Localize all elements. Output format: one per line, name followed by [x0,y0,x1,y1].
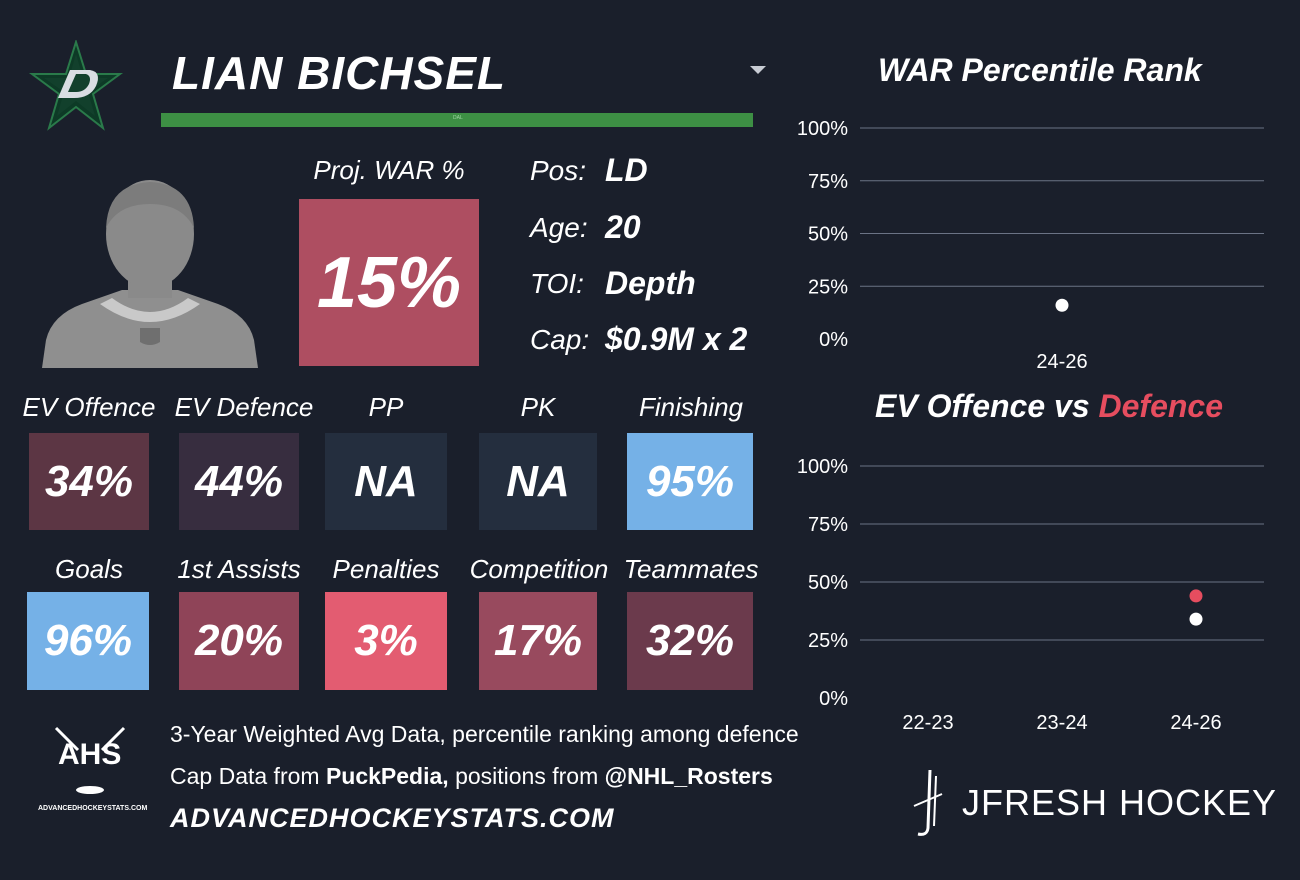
team-bar [161,113,753,127]
first-assists-tile: 20% [179,592,299,690]
proj-war-tile: 15% [299,199,479,366]
proj-war-label: Proj. WAR % [313,155,465,185]
pk-label: PK [520,392,556,422]
war-percentile-chart: 100% 75% 50% 25% 0% 24-26 [797,118,1264,373]
footnote-positions: positions from [448,763,605,789]
jfresh-logo [906,768,946,838]
pp-label: PP [368,392,404,422]
competition-label: Competition [469,554,609,584]
ev-chart-title-defence: Defence [1098,388,1224,424]
ev-defence-tile: 44% [179,433,299,530]
goals-label: Goals [55,554,123,584]
war-chart-ytick-label: 0% [819,329,848,351]
player-silhouette [42,180,258,368]
war-chart-xtick-label: 24-26 [1036,351,1087,373]
toi-value: Depth [605,265,696,301]
player-select-dropdown[interactable] [750,66,766,74]
ev-chart-data-point [1189,589,1203,603]
war-chart-ytick-label: 50% [808,224,848,246]
penalties-tile: 3% [325,592,447,690]
ev-defence-label: EV Defence [174,392,314,422]
ahs-logo [38,724,142,820]
ev-chart-ytick-label: 0% [819,688,848,710]
ev-offence-label: EV Offence [22,392,156,422]
war-chart-title: WAR Percentile Rank [878,52,1202,88]
ev-chart-ytick-label: 100% [797,456,848,478]
cap-value: $0.9M x 2 [605,321,748,357]
ev-offence-defence-chart: 100% 75% 50% 25% 0% 22-23 23-24 24-26 [797,456,1264,734]
ahs-logo-subtext: ADVANCEDHOCKEYSTATS.COM [38,805,148,812]
puckpedia-link[interactable]: PuckPedia, [325,763,449,789]
pos-label: Pos: [530,155,587,186]
pk-tile: NA [479,433,597,530]
ev-chart-xtick-label: 24-26 [1170,712,1221,734]
pos-value: LD [605,152,648,188]
footnote-cap-prefix: Cap Data from [170,763,326,789]
war-chart-ytick-label: 75% [808,171,848,193]
footnote-data: 3-Year Weighted Avg Data, percentile ran… [170,721,799,747]
team-bar-label: DAL [453,115,463,121]
ev-chart-ytick-label: 75% [808,514,848,536]
footnote-sources: Cap Data from PuckPedia, positions from … [170,763,773,790]
pp-tile: NA [325,433,447,530]
finishing-label: Finishing [638,392,744,422]
ev-offence-tile: 34% [29,433,149,530]
war-chart-ytick-label: 100% [797,118,848,140]
toi-label: TOI: [530,268,584,299]
ev-chart-title-offence: EV Offence vs [875,388,1099,424]
age-value: 20 [605,209,641,245]
ahs-logo-text: AHS [58,738,122,771]
nhl-rosters-handle[interactable]: @NHL_Rosters [604,763,773,789]
finishing-tile: 95% [627,433,753,530]
ev-chart-ytick-label: 25% [808,630,848,652]
ev-chart-xtick-label: 22-23 [902,712,953,734]
competition-tile: 17% [479,592,597,690]
teammates-label: Teammates [623,554,759,584]
cap-label: Cap: [530,324,590,355]
ev-chart-xtick-label: 23-24 [1036,712,1087,734]
ev-chart-ytick-label: 50% [808,572,848,594]
war-chart-ytick-label: 25% [808,276,848,298]
goals-tile: 96% [27,592,149,690]
ev-chart-title: EV Offence vs Defence [875,388,1223,425]
proj-war-value: 15% [316,242,462,323]
ev-chart-data-point [1189,612,1203,626]
website-link[interactable]: ADVANCEDHOCKEYSTATS.COM [170,803,615,833]
jfresh-hockey-brand: JFRESH HOCKEY [962,782,1278,823]
team-logo [28,38,124,132]
penalties-label: Penalties [332,554,440,584]
first-assists-label: 1st Assists [177,554,301,584]
war-chart-data-point [1055,298,1069,312]
age-label: Age: [530,212,588,243]
teammates-tile: 32% [627,592,753,690]
player-name: LIAN BICHSEL [172,47,506,99]
